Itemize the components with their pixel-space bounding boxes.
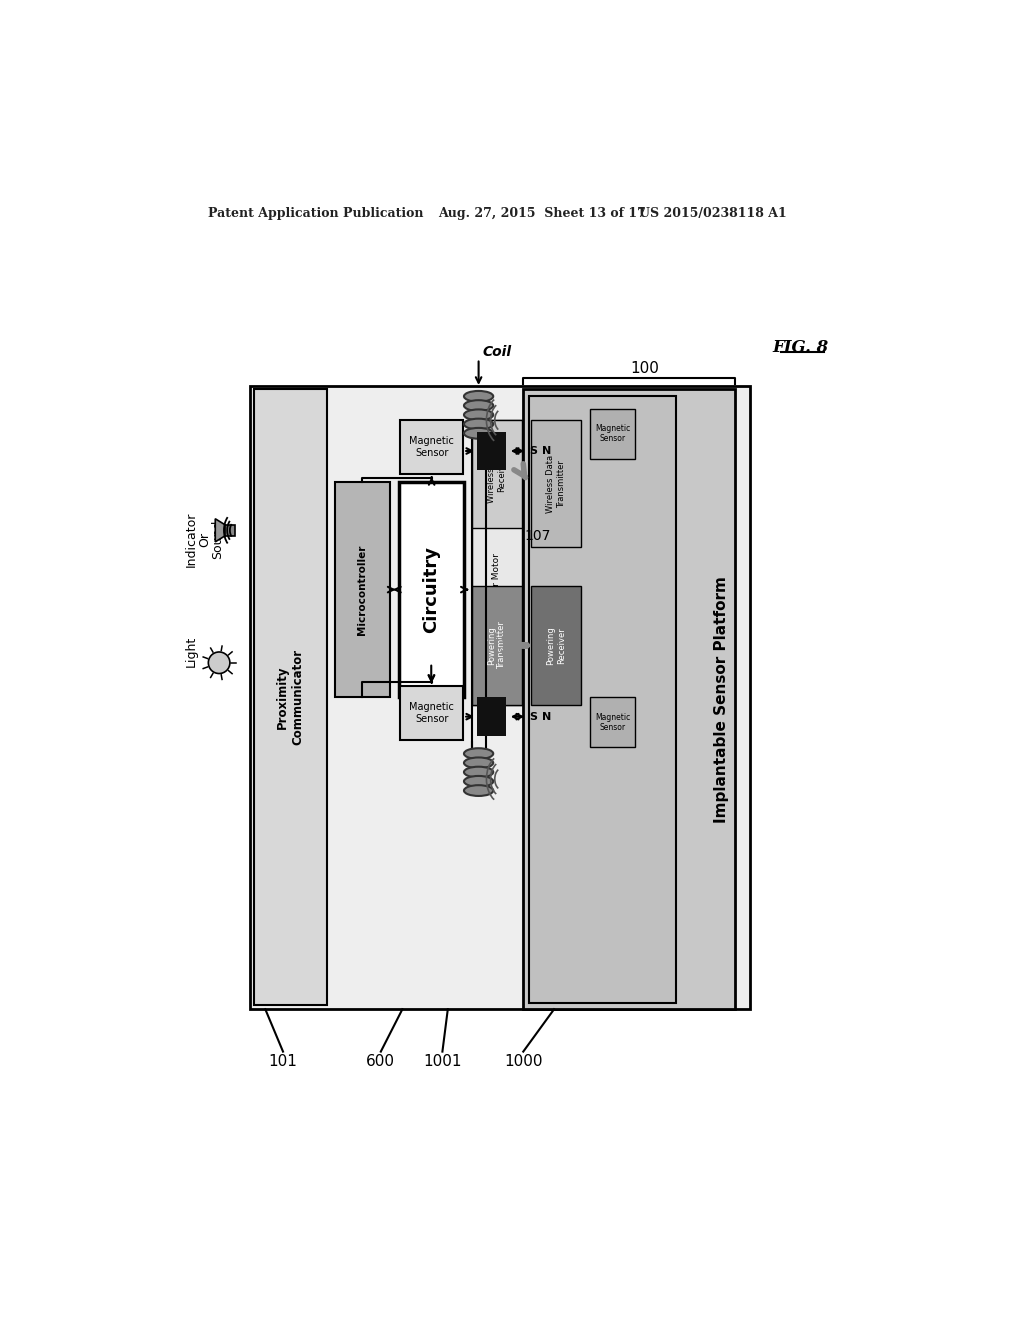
Text: Indicator: Indicator	[184, 512, 198, 568]
Text: 101: 101	[268, 1055, 297, 1069]
Text: 107: 107	[524, 529, 551, 543]
Ellipse shape	[464, 776, 494, 787]
Bar	[523, 389, 735, 1010]
Polygon shape	[215, 519, 225, 543]
Ellipse shape	[464, 400, 494, 411]
Ellipse shape	[464, 785, 494, 796]
Text: FIG. 8: FIG. 8	[772, 338, 828, 355]
Text: Magnetic
Sensor: Magnetic Sensor	[410, 437, 454, 458]
Bar	[472, 586, 521, 705]
Ellipse shape	[464, 428, 494, 438]
Text: S: S	[529, 711, 538, 722]
Text: Microcontroller: Microcontroller	[357, 544, 368, 635]
Text: Wireless Data
Receiver: Wireless Data Receiver	[487, 445, 507, 503]
Text: Aug. 27, 2015  Sheet 13 of 17: Aug. 27, 2015 Sheet 13 of 17	[438, 207, 646, 220]
Ellipse shape	[464, 767, 494, 777]
Bar	[590, 697, 635, 747]
Text: Magnetic
Sensor: Magnetic Sensor	[595, 424, 630, 444]
Bar	[477, 432, 506, 470]
Text: 1001: 1001	[423, 1055, 462, 1069]
Text: Wireless Data
Transmitter: Wireless Data Transmitter	[546, 454, 565, 512]
Text: N: N	[542, 446, 551, 455]
Text: Proximity
Communicator: Proximity Communicator	[276, 649, 304, 746]
Ellipse shape	[464, 391, 494, 401]
Ellipse shape	[464, 418, 494, 429]
Text: Coil: Coil	[482, 346, 512, 359]
Text: S: S	[529, 446, 538, 455]
Text: X-Y Stepper Motor: X-Y Stepper Motor	[493, 553, 501, 634]
Text: Powering
Receiver: Powering Receiver	[546, 626, 565, 665]
Ellipse shape	[464, 748, 494, 759]
Bar	[472, 420, 521, 705]
Bar	[225, 525, 234, 536]
Text: Patent Application Publication: Patent Application Publication	[208, 207, 423, 220]
Circle shape	[208, 652, 230, 673]
Bar	[254, 389, 327, 1006]
Text: 1000: 1000	[504, 1055, 543, 1069]
Bar	[477, 697, 506, 737]
Text: Magnetic
Sensor: Magnetic Sensor	[410, 702, 454, 723]
Text: Circuitry: Circuitry	[422, 546, 440, 634]
Bar	[335, 482, 390, 697]
Bar	[400, 686, 463, 739]
Bar	[590, 409, 635, 459]
Bar	[531, 586, 581, 705]
Text: N: N	[542, 711, 551, 722]
Text: Or: Or	[199, 532, 211, 546]
Text: Powering
Transmitter: Powering Transmitter	[487, 622, 507, 669]
Text: Implantable Sensor Platform: Implantable Sensor Platform	[714, 576, 729, 822]
Text: Light: Light	[184, 635, 198, 667]
Text: Magnetic
Sensor: Magnetic Sensor	[595, 713, 630, 733]
Ellipse shape	[464, 758, 494, 768]
Text: 100: 100	[630, 362, 659, 376]
Bar	[400, 420, 463, 474]
Text: Sound: Sound	[211, 520, 223, 560]
Bar	[531, 420, 581, 548]
Bar	[472, 420, 521, 528]
Bar	[250, 385, 751, 1010]
Bar	[529, 396, 676, 1003]
Text: 600: 600	[367, 1055, 395, 1069]
Text: US 2015/0238118 A1: US 2015/0238118 A1	[639, 207, 786, 220]
Bar	[398, 482, 464, 697]
Ellipse shape	[464, 409, 494, 420]
